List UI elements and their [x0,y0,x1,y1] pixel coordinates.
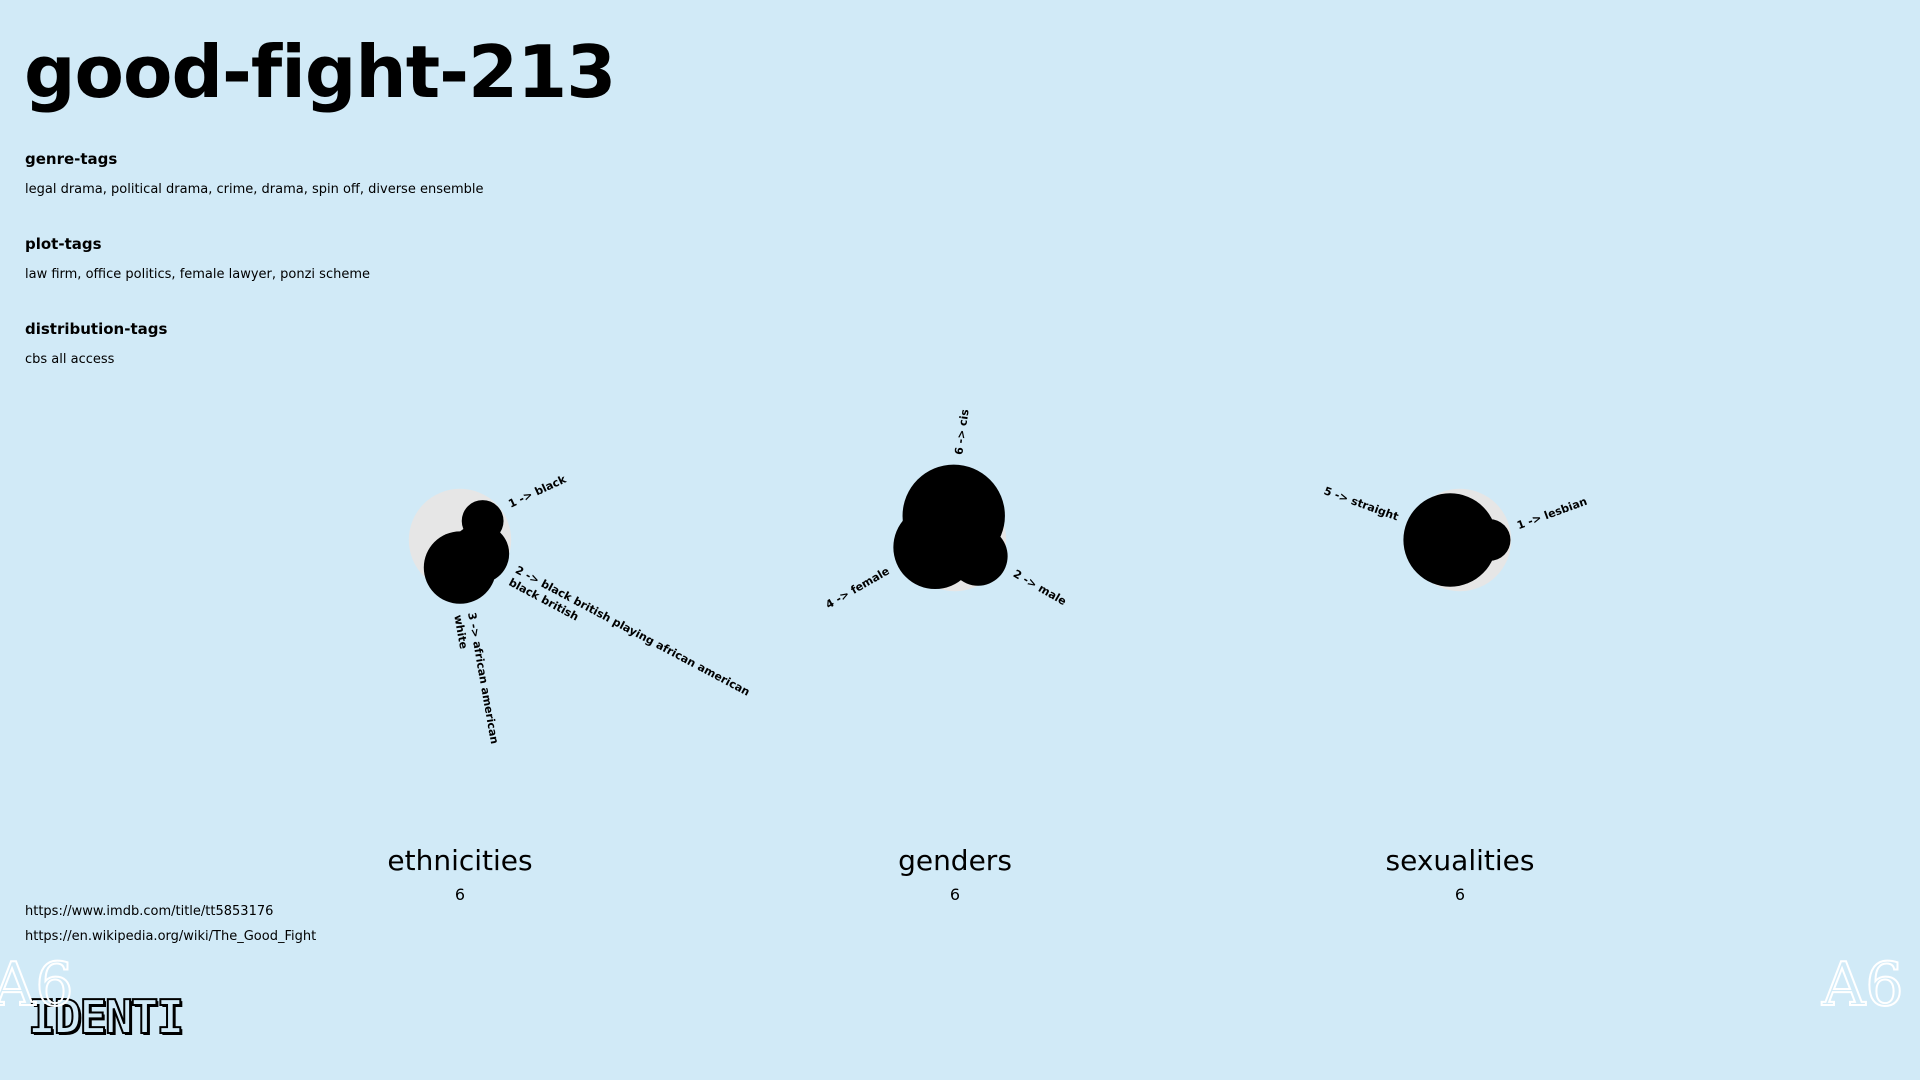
bubble-label-sexualities-0: 5 -> straight [1322,484,1400,523]
plot-tags-values: law firm, office politics, female lawyer… [25,267,370,282]
bubble-genders-2 [948,526,1008,586]
chart-title-sexualities: sexualities [1386,844,1535,877]
plot-tags-heading: plot-tags [25,235,102,253]
chart-total-sexualities: 6 [1455,885,1465,904]
bubble-ethnicities-2 [423,531,497,604]
bubble-label-genders-0: 6 -> cis [952,408,971,456]
distribution-tags-heading: distribution-tags [25,320,168,338]
bubble-label-genders-2: 2 -> male [1011,567,1069,608]
chart-title-ethnicities: ethnicities [387,844,532,877]
plot-tags-section: plot-tags law firm, office politics, fem… [25,235,370,282]
distribution-tags-section: distribution-tags cbs all access [25,320,167,367]
bubble-label-ethnicities-0: 1 -> black [506,472,568,510]
bubble-label-ethnicities-1: 2 -> black british playing african ameri… [507,563,752,711]
chart-sexualities: 5 -> straight 1 -> lesbian sexualities 6 [1322,484,1589,904]
identi-logo: IDENTI [27,989,185,1045]
chart-total-genders: 6 [950,885,960,904]
watermark-left-logo: A6 [0,949,75,1021]
bubble-label-ethnicities-2: 3 -> african americanwhite [451,611,501,747]
bubble-sexualities-0 [1403,493,1497,587]
wikipedia-link[interactable]: https://en.wikipedia.org/wiki/The_Good_F… [25,929,317,944]
chart-title-genders: genders [898,844,1012,877]
bubble-sexualities-1 [1468,519,1511,561]
chart-ethnicities: 1 -> black 2 -> black british playing afr… [387,472,752,904]
distribution-tags-values: cbs all access [25,352,115,367]
genre-tags-section: genre-tags legal drama, political drama,… [25,150,484,197]
imdb-link[interactable]: https://www.imdb.com/title/tt5853176 [25,904,274,919]
reference-links: https://www.imdb.com/title/tt5853176 htt… [25,904,316,954]
chart-genders: 6 -> cis 4 -> female 2 -> male genders 6 [823,408,1068,904]
genre-tags-heading: genre-tags [25,150,118,168]
chart-total-ethnicities: 6 [455,885,465,904]
genre-tags-values: legal drama, political drama, crime, dra… [25,182,484,197]
bubble-label-genders-1: 4 -> female [823,564,891,611]
watermark-right-logo: A6 [1821,949,1905,1021]
bubble-label-sexualities-1: 1 -> lesbian [1515,495,1589,532]
page-title: good-fight-213 [24,30,616,114]
